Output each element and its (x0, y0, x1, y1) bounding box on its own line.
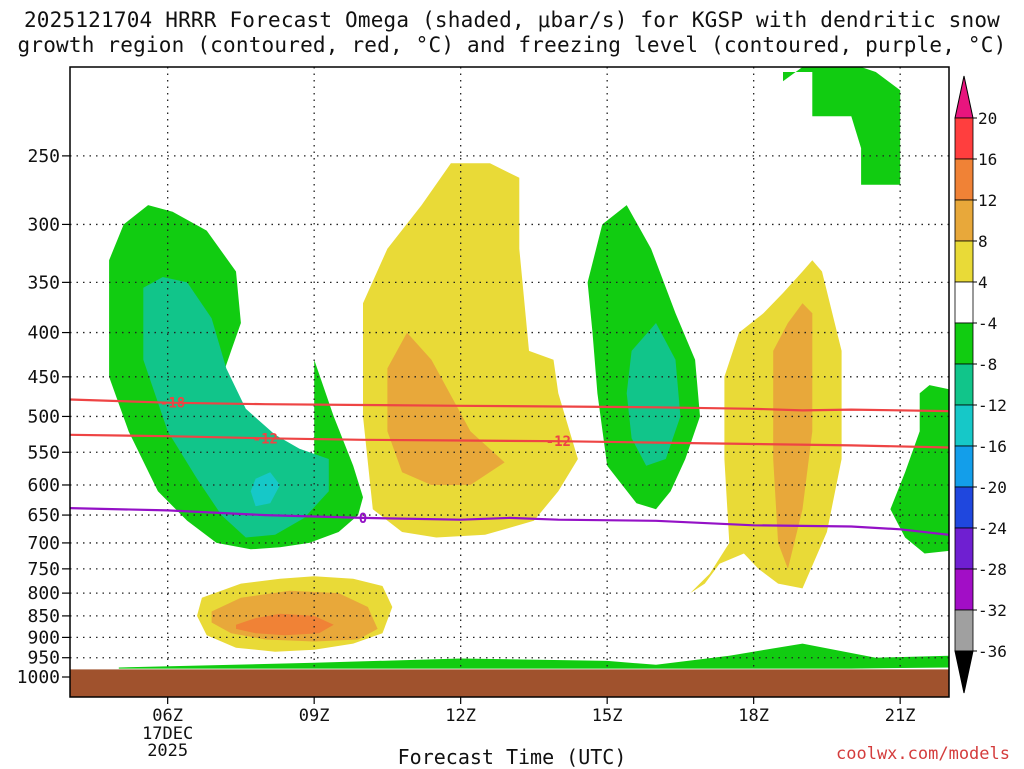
omega-region-1 (143, 277, 329, 538)
omega-region-7 (236, 613, 334, 636)
x-axis-label: Forecast Time (UTC) (397, 745, 627, 769)
x-tick-label: 06Z (152, 706, 183, 726)
colorbar-label: 12 (978, 191, 997, 210)
y-tick-label: 750 (27, 559, 60, 580)
y-tick-label: 500 (27, 406, 60, 427)
colorbar-label: -36 (978, 642, 1007, 661)
colorbar-swatch (954, 117, 974, 160)
colorbar-label: -12 (978, 396, 1007, 415)
colorbar-over-arrow (954, 75, 974, 119)
omega-region-13 (890, 385, 949, 554)
y-tick-label: 700 (27, 533, 60, 554)
colorbar-swatch (954, 158, 974, 201)
colorbar-swatch (954, 527, 974, 570)
colorbar-label: -8 (978, 355, 997, 374)
temperature-contours: -18 -12 0 -12 (69, 396, 950, 536)
contour-line-2 (69, 507, 950, 536)
colorbar-label: -4 (978, 314, 997, 333)
y-tick-label: 550 (27, 442, 60, 463)
x-tick-date: 17DEC (142, 724, 193, 744)
colorbar-under-arrow (954, 650, 974, 694)
x-tick-label: 09Z (299, 706, 330, 726)
y-tick-label: 800 (27, 583, 60, 604)
x-tick-label: 21Z (885, 706, 916, 726)
colorbar-swatch (954, 568, 974, 611)
colorbar-label: -24 (978, 519, 1007, 538)
omega-region-2 (250, 472, 280, 507)
grid-lines (70, 67, 949, 697)
colorbar-label: -32 (978, 601, 1007, 620)
ground-surface (70, 669, 949, 697)
x-tick-label: 15Z (592, 706, 623, 726)
y-tick-label: 450 (27, 367, 60, 388)
y-tick-label: 300 (27, 214, 60, 235)
y-tick-label: 400 (27, 323, 60, 344)
colorbar-swatch (954, 363, 974, 406)
colorbar-swatch (954, 609, 974, 652)
site-credit: coolwx.com/models (836, 744, 1010, 764)
contour-line-0 (69, 398, 950, 413)
y-tick-label: 250 (27, 146, 60, 167)
chart-title-line2: growth region (contoured, red, °C) and f… (17, 33, 1007, 57)
contour-line-1 (69, 433, 950, 449)
colorbar-swatch (954, 445, 974, 488)
colorbar-label: 20 (978, 109, 997, 128)
colorbar-label: -16 (978, 437, 1007, 456)
plot-frame (69, 66, 950, 698)
omega-region-12 (783, 67, 901, 185)
colorbar-label: 4 (978, 273, 988, 292)
omega-region-11 (773, 303, 813, 569)
contour-label: -18 (160, 396, 185, 412)
colorbar-label: 8 (978, 232, 988, 251)
y-tick-label: 900 (27, 627, 60, 648)
y-tick-label: 600 (27, 475, 60, 496)
y-tick-label: 1000 (17, 667, 60, 688)
y-tick-label: 650 (27, 505, 60, 526)
y-tick-label: 950 (27, 648, 60, 669)
x-tick-year: 2025 (147, 741, 188, 761)
colorbar-swatch (954, 322, 974, 365)
colorbar-swatch (954, 199, 974, 242)
colorbar-swatch (954, 404, 974, 447)
colorbar-swatch (954, 486, 974, 529)
pressure-axis: 2503003504004505005506006507007508008509… (17, 146, 70, 688)
colorbar: 20 16 12 8 4 -4 -8 -12 -16 -20 -24 -28 -32 -36 (954, 75, 1007, 694)
omega-region-9 (626, 323, 681, 466)
contour-label: 0 (359, 511, 367, 527)
contour-label: -12 (253, 431, 278, 447)
contour-label: -12 (546, 434, 571, 450)
omega-shaded-regions (109, 67, 950, 669)
colorbar-label: -20 (978, 478, 1007, 497)
omega-region-14 (118, 643, 950, 669)
y-tick-label: 350 (27, 272, 60, 293)
y-tick-label: 850 (27, 606, 60, 627)
colorbar-swatch (954, 281, 974, 324)
x-tick-label: 12Z (445, 706, 476, 726)
omega-region-4 (387, 332, 505, 485)
chart-title-line1: 2025121704 HRRR Forecast Omega (shaded, … (23, 8, 1001, 32)
x-tick-label: 18Z (738, 706, 769, 726)
colorbar-swatch (954, 240, 974, 283)
colorbar-label: -28 (978, 560, 1007, 579)
colorbar-label: 16 (978, 150, 997, 169)
